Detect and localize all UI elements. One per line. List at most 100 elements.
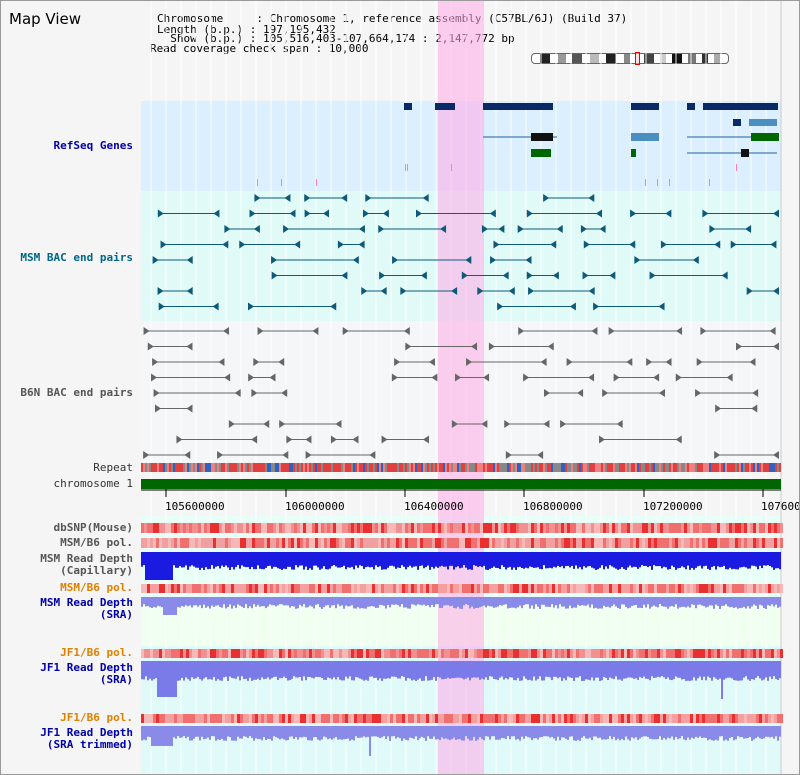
polymorphism-cell <box>330 714 333 723</box>
polymorphism-cell <box>432 584 435 593</box>
polymorphism-cell <box>150 584 153 593</box>
msm-b6-pol-sra-label[interactable]: MSM/B6 pol. <box>60 581 133 594</box>
depth-bar <box>691 597 693 605</box>
bac-end-marker <box>588 287 595 295</box>
depth-bar <box>685 726 687 741</box>
polymorphism-cell <box>216 649 219 658</box>
repeat-segment <box>749 463 751 472</box>
polymorphism-cell <box>315 714 318 723</box>
depth-bar <box>643 597 645 605</box>
polymorphism-cell <box>735 714 738 723</box>
depth-bar <box>777 552 779 569</box>
polymorphism-cell <box>363 538 366 548</box>
bac-end-marker <box>580 225 587 233</box>
depth-bar <box>509 726 511 740</box>
msm-depth-sra-label[interactable]: MSM Read Depth (SRA) <box>40 596 133 621</box>
depth-bar <box>217 597 219 606</box>
polymorphism-cell <box>570 714 573 723</box>
polymorphism-cell <box>294 538 297 548</box>
repeat-segment <box>179 463 181 472</box>
dbsnp-label[interactable]: dbSNP(Mouse) <box>53 521 133 534</box>
msm-depth-capillary-label[interactable]: MSM Read Depth (Capillary) <box>40 552 133 577</box>
polymorphism-cell <box>663 584 666 593</box>
polymorphism-cell <box>456 523 459 533</box>
depth-bar <box>375 726 377 737</box>
repeat-segment <box>155 463 157 472</box>
depth-bar <box>635 726 637 738</box>
depth-bar <box>161 661 163 697</box>
repeat-segment <box>505 463 507 472</box>
jf1-b6-pol-2-label[interactable]: JF1/B6 pol. <box>60 711 133 724</box>
bac-end-marker <box>186 342 193 351</box>
jf1-depth-sra-label[interactable]: JF1 Read Depth (SRA) <box>40 661 133 686</box>
depth-bar <box>555 552 557 568</box>
repeat-segment <box>173 463 175 472</box>
bac-end-marker <box>773 342 779 351</box>
repeat-segment <box>589 463 591 472</box>
b6n-bac-label[interactable]: B6N BAC end pairs <box>20 386 133 399</box>
jf1-depth-trimmed-label[interactable]: JF1 Read Depth (SRA trimmed) <box>40 726 133 751</box>
polymorphism-cell <box>510 714 513 723</box>
depth-bar <box>565 726 567 739</box>
bac-end-marker <box>502 271 509 280</box>
chromosome-ideogram[interactable] <box>531 53 729 64</box>
depth-bar <box>455 661 457 678</box>
polymorphism-cell <box>519 649 522 658</box>
bac-end-marker <box>358 225 365 233</box>
depth-bar <box>449 597 451 607</box>
depth-bar <box>521 661 523 681</box>
jf1-b6-pol-label[interactable]: JF1/B6 pol. <box>60 646 133 659</box>
polymorphism-cell <box>210 649 213 658</box>
msm-bac-label[interactable]: MSM BAC end pairs <box>20 251 133 264</box>
depth-bar <box>751 726 753 741</box>
depth-bar <box>499 726 501 740</box>
polymorphism-cell <box>354 584 357 593</box>
depth-bar <box>377 661 379 681</box>
polymorphism-cell <box>408 714 411 723</box>
depth-bar <box>249 726 251 737</box>
polymorphism-cell <box>369 714 372 723</box>
repeat-segment <box>311 463 313 472</box>
depth-bar <box>251 597 253 609</box>
repeat-segment <box>303 463 305 472</box>
depth-bar <box>619 661 621 680</box>
depth-bar <box>587 552 589 567</box>
depth-bar <box>225 661 227 677</box>
polymorphism-cell <box>780 649 783 658</box>
depth-bar <box>335 597 337 609</box>
depth-bar <box>639 726 641 739</box>
depth-bar <box>587 661 589 680</box>
repeat-segment <box>533 463 535 472</box>
polymorphism-cell <box>666 649 669 658</box>
polymorphism-cell <box>381 584 384 593</box>
repeat-segment <box>701 463 703 472</box>
repeat-segment <box>583 463 585 472</box>
depth-bar <box>493 661 495 679</box>
polymorphism-cell <box>282 523 285 533</box>
gene-feature <box>733 119 741 126</box>
depth-bar <box>537 552 539 568</box>
depth-bar <box>701 597 703 606</box>
polymorphism-cell <box>462 649 465 658</box>
depth-bar <box>497 726 499 740</box>
depth-bar <box>647 726 649 738</box>
depth-bar <box>699 661 701 677</box>
polymorphism-cell <box>624 714 627 723</box>
polymorphism-cell <box>144 714 147 723</box>
repeat-segment <box>653 463 655 472</box>
ideogram-position-marker[interactable] <box>635 52 640 65</box>
polymorphism-cell <box>477 523 480 533</box>
polymorphism-cell <box>696 649 699 658</box>
polymorphism-cell <box>228 523 231 533</box>
repeat-segment <box>189 463 191 472</box>
polymorphism-cell <box>465 714 468 723</box>
polymorphism-cell <box>684 714 687 723</box>
depth-bar <box>491 597 493 607</box>
repeat-segment <box>143 463 145 472</box>
depth-bar <box>653 552 655 566</box>
refseq-genes-label[interactable]: RefSeq Genes <box>53 139 133 152</box>
depth-bar <box>759 661 761 679</box>
selected-region-highlight[interactable] <box>438 1 484 774</box>
msm-b6-pol-label[interactable]: MSM/B6 pol. <box>60 536 133 549</box>
polymorphism-cell <box>303 538 306 548</box>
